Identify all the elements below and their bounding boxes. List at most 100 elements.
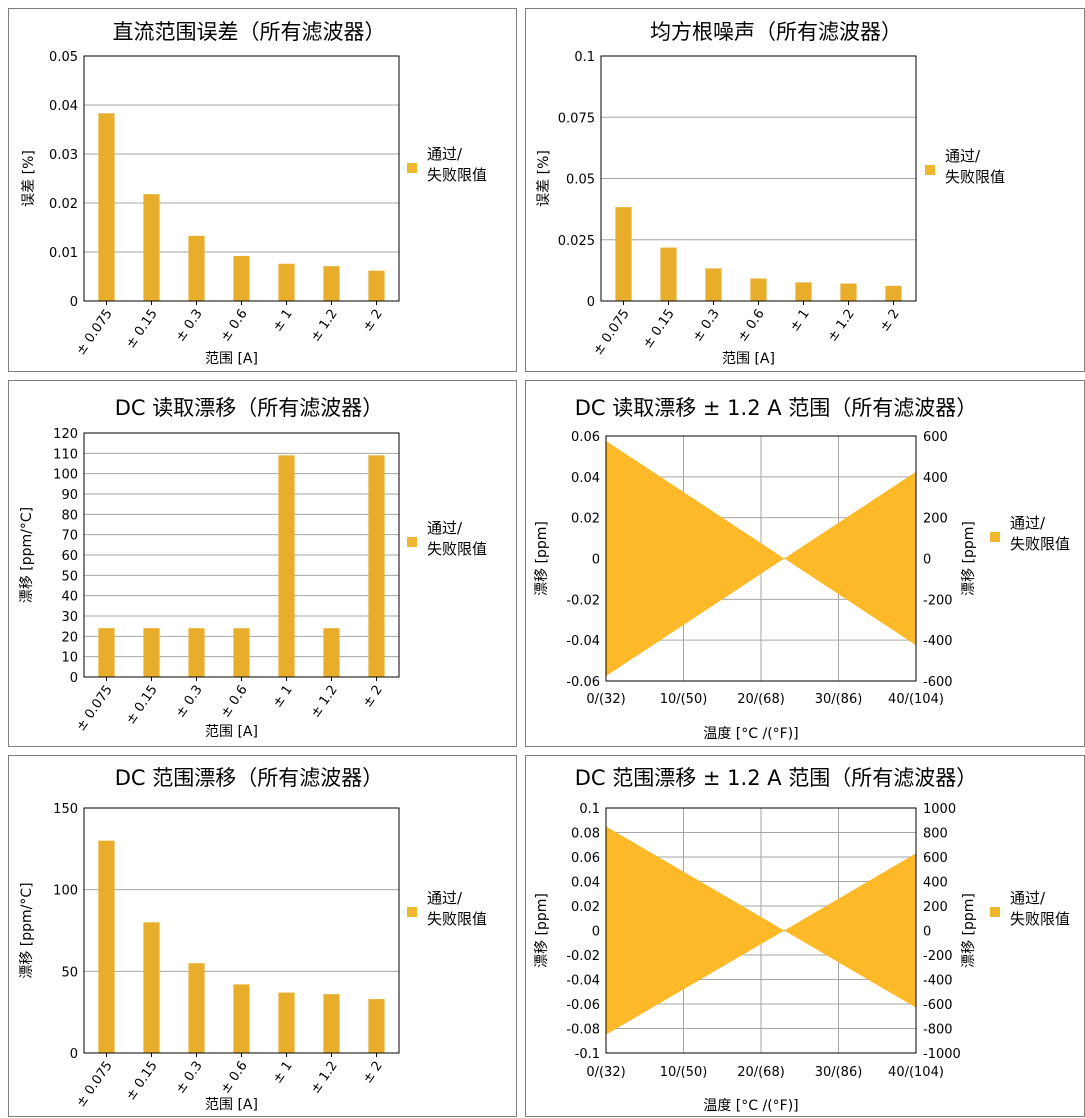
x-tick-label: 20/(68) <box>737 692 785 707</box>
bar <box>98 840 115 1053</box>
chart-panel-dc-reading-drift: DC 读取漂移（所有滤波器） 0 10 20 30 40 50 60 70 80 90 100 110 1… <box>8 380 517 747</box>
x-axis-label: 范围 [A] <box>722 350 775 367</box>
x-axis-label: 温度 [°C /(°F)] <box>703 726 798 742</box>
x-tick-label: ± 0.6 <box>218 307 251 345</box>
x-tick-label: ± 1 <box>270 307 296 335</box>
y-axis-label: 漂移 [ppm/°C] <box>19 507 35 603</box>
bar <box>368 270 385 301</box>
bar <box>188 235 205 301</box>
chart-title: 直流范围误差（所有滤波器） <box>113 20 386 44</box>
chart-dc-range-error: 直流范围误差（所有滤波器） 0 0.01 0.02 0.03 0.04 0.05 ± 0.07… <box>21 20 487 367</box>
x-tick-label: ± 0.15 <box>123 683 161 728</box>
x-tick-label: ± 1.2 <box>308 683 341 721</box>
x-tick-label: ± 0.3 <box>173 683 206 721</box>
y-tick-label: 0 <box>70 1047 78 1062</box>
legend-swatch <box>925 165 935 175</box>
x-tick-label: ± 0.075 <box>74 683 116 734</box>
y2-tick-label: 0 <box>923 553 931 568</box>
x-axis-label: 范围 [A] <box>205 1096 258 1113</box>
y-tick-label: 0.03 <box>49 148 78 163</box>
y-axis-label: 误差 [%] <box>21 150 37 207</box>
y2-axis-label: 漂移 [ppm] <box>961 893 977 968</box>
chart-title: DC 读取漂移 ± 1.2 A 范围（所有滤波器） <box>575 396 978 420</box>
x-tick-label: ± 0.6 <box>735 307 768 345</box>
bar <box>143 628 160 677</box>
y-tick-label: 100 <box>53 468 78 483</box>
y-tick-label: 110 <box>53 447 78 462</box>
bar <box>143 194 160 301</box>
y2-tick-label: -800 <box>923 1023 953 1038</box>
chart-panel-dc-range-error: 直流范围误差（所有滤波器） 0 0.01 0.02 0.03 0.04 0.05 ± 0.07… <box>8 8 517 372</box>
y-tick-label: 0.06 <box>571 430 600 445</box>
bar <box>278 455 295 677</box>
bar <box>323 994 340 1053</box>
y-tick-label: 50 <box>61 569 78 584</box>
y2-tick-label: -400 <box>923 974 953 989</box>
x-tick-label: ± 0.3 <box>173 1059 206 1097</box>
limit-band <box>606 440 916 677</box>
y2-tick-label: -600 <box>923 998 953 1013</box>
y-tick-label: 20 <box>61 630 78 645</box>
x-tick-label: 10/(50) <box>660 692 708 707</box>
chart-title: DC 范围漂移 ± 1.2 A 范围（所有滤波器） <box>575 766 978 790</box>
y-tick-label: -0.06 <box>566 675 600 690</box>
y-tick-label: 0.025 <box>558 234 595 249</box>
chart-title: 均方根噪声（所有滤波器） <box>650 20 902 44</box>
x-tick-label: ± 1 <box>787 307 813 335</box>
y2-axis-label: 漂移 [ppm] <box>961 521 977 596</box>
x-tick-label: ± 2 <box>360 1059 386 1087</box>
x-tick-label: 40/(104) <box>888 1065 944 1080</box>
legend-label-line1: 通过/ <box>1010 889 1046 907</box>
y-tick-label: 0 <box>587 295 595 310</box>
bar <box>98 628 115 677</box>
chart-dc-reading-drift-1-2a: DC 读取漂移 ± 1.2 A 范围（所有滤波器） -0.06 -0.04 -0.02… <box>534 396 1070 742</box>
y-tick-label: 0.05 <box>566 173 595 188</box>
y-tick-label: -0.04 <box>566 974 600 989</box>
x-tick-label: ± 1.2 <box>308 307 341 345</box>
limit-band <box>606 826 916 1035</box>
y-tick-label: -0.08 <box>566 1023 600 1038</box>
y2-tick-label: 600 <box>923 430 948 445</box>
x-axis-label: 温度 [°C /(°F)] <box>703 1098 798 1114</box>
x-tick-label: ± 0.075 <box>74 1059 116 1110</box>
y-tick-label: 0.06 <box>571 851 600 866</box>
x-tick-label: 30/(86) <box>815 692 863 707</box>
x-tick-label: ± 0.15 <box>123 1059 161 1104</box>
y-tick-label: 80 <box>61 508 78 523</box>
legend-label-line1: 通过/ <box>1010 514 1046 532</box>
bar <box>233 255 250 301</box>
bar <box>278 263 295 301</box>
bar <box>368 455 385 677</box>
y2-tick-label: -200 <box>923 949 953 964</box>
chart-dc-reading-drift: DC 读取漂移（所有滤波器） 0 10 20 30 40 50 60 70 80 90 100 110 1… <box>19 396 487 740</box>
plot-frame <box>83 55 400 302</box>
y-tick-label: 0.1 <box>579 802 600 817</box>
x-tick-label: ± 1 <box>270 683 296 711</box>
y-tick-label: 70 <box>61 529 78 544</box>
y-tick-label: 0 <box>592 553 600 568</box>
legend-swatch <box>407 537 417 547</box>
legend-label-line1: 通过/ <box>427 889 463 907</box>
chart-dc-range-drift-1-2a: DC 范围漂移 ± 1.2 A 范围（所有滤波器） -0.1 -0.08 -0.06 -… <box>534 766 1070 1114</box>
x-tick-label: ± 0.15 <box>640 307 678 352</box>
chart-title: DC 读取漂移（所有滤波器） <box>115 396 384 420</box>
y2-tick-label: 200 <box>923 512 948 527</box>
legend-label-line1: 通过/ <box>945 147 981 165</box>
x-axis-label: 范围 [A] <box>205 723 258 740</box>
x-tick-label: ± 0.3 <box>173 307 206 345</box>
x-tick-label: 20/(68) <box>737 1065 785 1080</box>
x-tick-label: ± 1.2 <box>825 307 858 345</box>
x-tick-label: ± 2 <box>877 307 903 335</box>
y-tick-label: -0.02 <box>566 949 600 964</box>
x-tick-label: ± 1 <box>270 1059 296 1087</box>
plot-frame <box>83 807 400 1054</box>
x-tick-label: ± 2 <box>360 683 386 711</box>
bar <box>368 999 385 1053</box>
bar <box>705 268 722 301</box>
y-tick-label: 0.04 <box>49 99 78 114</box>
y-tick-label: 0 <box>592 925 600 940</box>
bar <box>233 628 250 677</box>
bar <box>323 266 340 301</box>
x-tick-label: ± 0.075 <box>74 307 116 358</box>
x-tick-label: ± 0.6 <box>218 683 251 721</box>
